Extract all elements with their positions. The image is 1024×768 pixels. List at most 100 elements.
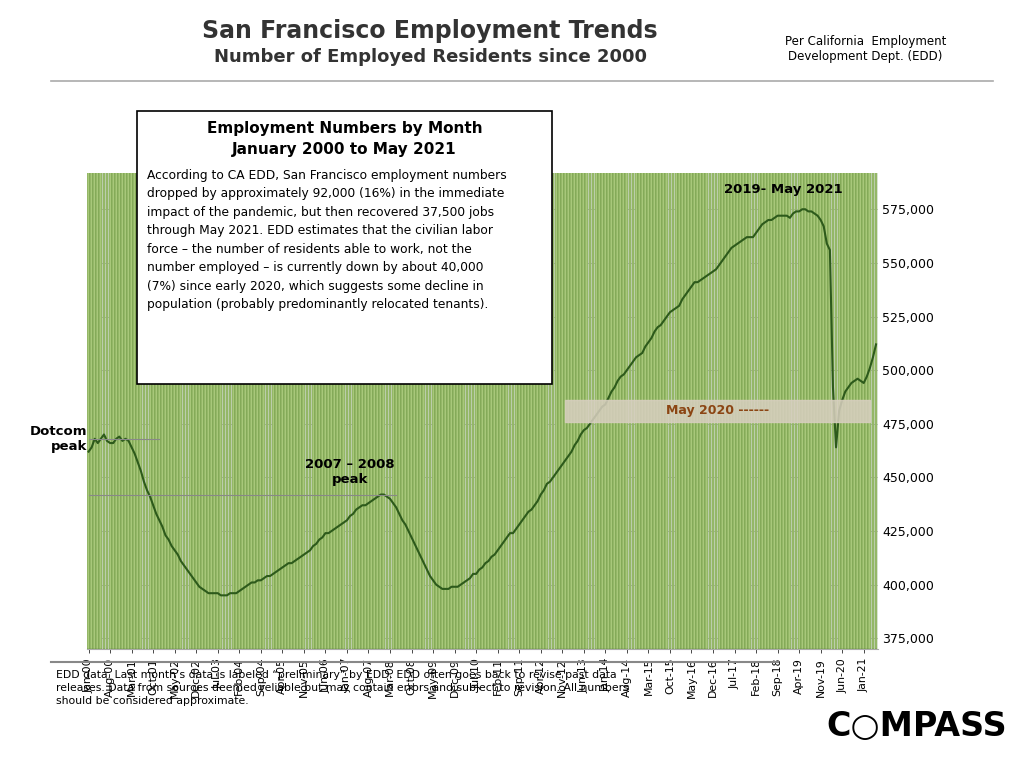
Bar: [543, 0, 545, 649]
Bar: [99, 0, 102, 649]
Text: Per California  Employment
Development Dept. (EDD): Per California Employment Development De…: [784, 35, 946, 62]
Bar: [487, 0, 489, 649]
Bar: [321, 0, 324, 649]
Bar: [727, 0, 730, 649]
Bar: [284, 0, 287, 649]
Bar: [148, 0, 152, 649]
Bar: [515, 0, 517, 649]
Bar: [330, 0, 333, 649]
Bar: [530, 0, 532, 649]
Bar: [595, 0, 598, 649]
Bar: [678, 0, 681, 649]
Bar: [601, 0, 604, 649]
Bar: [503, 0, 505, 649]
Bar: [558, 0, 560, 649]
Bar: [822, 0, 825, 649]
Bar: [241, 0, 244, 649]
Bar: [109, 0, 112, 649]
Bar: [463, 0, 465, 649]
Bar: [635, 0, 638, 649]
Bar: [779, 0, 782, 649]
Bar: [776, 0, 779, 649]
Bar: [616, 0, 620, 649]
Bar: [801, 0, 804, 649]
Bar: [534, 0, 536, 649]
Bar: [451, 0, 453, 649]
Text: 2019- May 2021: 2019- May 2021: [724, 184, 843, 197]
Bar: [142, 0, 145, 649]
Bar: [225, 0, 228, 649]
Bar: [179, 0, 182, 649]
Bar: [444, 0, 446, 649]
Bar: [564, 0, 566, 649]
Bar: [401, 0, 403, 649]
Bar: [90, 0, 93, 649]
Bar: [684, 0, 687, 649]
Bar: [632, 0, 635, 649]
Bar: [278, 0, 281, 649]
Bar: [423, 0, 425, 649]
Bar: [669, 0, 672, 649]
Bar: [234, 0, 238, 649]
Bar: [469, 0, 471, 649]
Bar: [379, 0, 382, 649]
Bar: [259, 0, 262, 649]
Bar: [549, 0, 551, 649]
Bar: [435, 0, 437, 649]
Bar: [367, 0, 370, 649]
Bar: [302, 0, 305, 649]
Bar: [580, 0, 583, 649]
Bar: [653, 0, 656, 649]
Bar: [145, 0, 148, 649]
Bar: [244, 0, 247, 649]
Bar: [188, 0, 191, 649]
Bar: [527, 0, 529, 649]
Bar: [518, 0, 520, 649]
Bar: [586, 0, 589, 649]
Text: According to CA EDD, San Francisco employment numbers
dropped by approximately 9: According to CA EDD, San Francisco emplo…: [147, 169, 507, 312]
Bar: [521, 0, 523, 649]
Bar: [170, 0, 173, 649]
Bar: [798, 0, 801, 649]
Bar: [788, 0, 792, 649]
Bar: [699, 0, 702, 649]
Bar: [733, 0, 736, 649]
Bar: [102, 0, 105, 649]
Bar: [610, 0, 613, 649]
Bar: [792, 0, 795, 649]
Bar: [139, 0, 142, 649]
Bar: [656, 0, 659, 649]
Bar: [638, 0, 641, 649]
Bar: [296, 0, 299, 649]
Bar: [782, 0, 785, 649]
Bar: [484, 0, 486, 649]
Bar: [853, 0, 856, 649]
Bar: [761, 0, 764, 649]
Bar: [411, 0, 413, 649]
Bar: [158, 0, 161, 649]
Bar: [856, 0, 859, 649]
Bar: [540, 0, 542, 649]
Bar: [426, 0, 428, 649]
Bar: [201, 0, 204, 649]
Bar: [336, 0, 339, 649]
Bar: [231, 0, 234, 649]
Bar: [613, 0, 616, 649]
Bar: [693, 0, 696, 649]
Text: EDD data. Last month’s data is labeled “preliminary” by EDD. EDD often goes back: EDD data. Last month’s data is labeled “…: [56, 670, 629, 706]
Bar: [604, 0, 607, 649]
Bar: [681, 0, 684, 649]
Bar: [626, 0, 629, 649]
Text: 2007 – 2008
peak: 2007 – 2008 peak: [305, 458, 395, 486]
Bar: [420, 0, 422, 649]
Bar: [466, 0, 468, 649]
Bar: [506, 0, 508, 649]
Bar: [124, 0, 127, 649]
Bar: [271, 0, 274, 649]
Bar: [204, 0, 207, 649]
Bar: [804, 0, 807, 649]
Bar: [392, 0, 394, 649]
Bar: [191, 0, 195, 649]
Bar: [561, 0, 563, 649]
Bar: [831, 0, 835, 649]
